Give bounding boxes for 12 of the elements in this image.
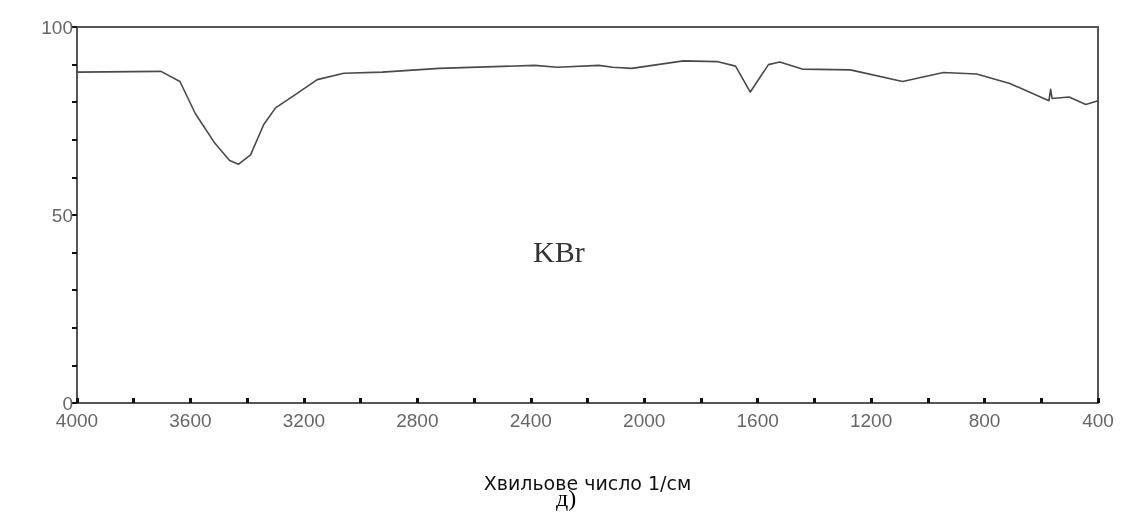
y-tick-label: 100 [41,16,73,38]
x-tick-label: 400 [1082,410,1114,431]
x-tick-label: 1600 [736,410,779,431]
x-tick-label: 2400 [509,410,552,431]
y-tick-label: 50 [51,204,73,226]
x-tick-label: 2800 [396,410,439,431]
x-tick-label: 3600 [169,410,212,431]
x-tick-label: 1200 [849,410,893,431]
x-tick-label: 3200 [282,410,326,431]
x-tick-label: 800 [968,410,1001,431]
annotation: KBr [533,234,585,268]
x-tick-label: 2000 [623,410,666,431]
